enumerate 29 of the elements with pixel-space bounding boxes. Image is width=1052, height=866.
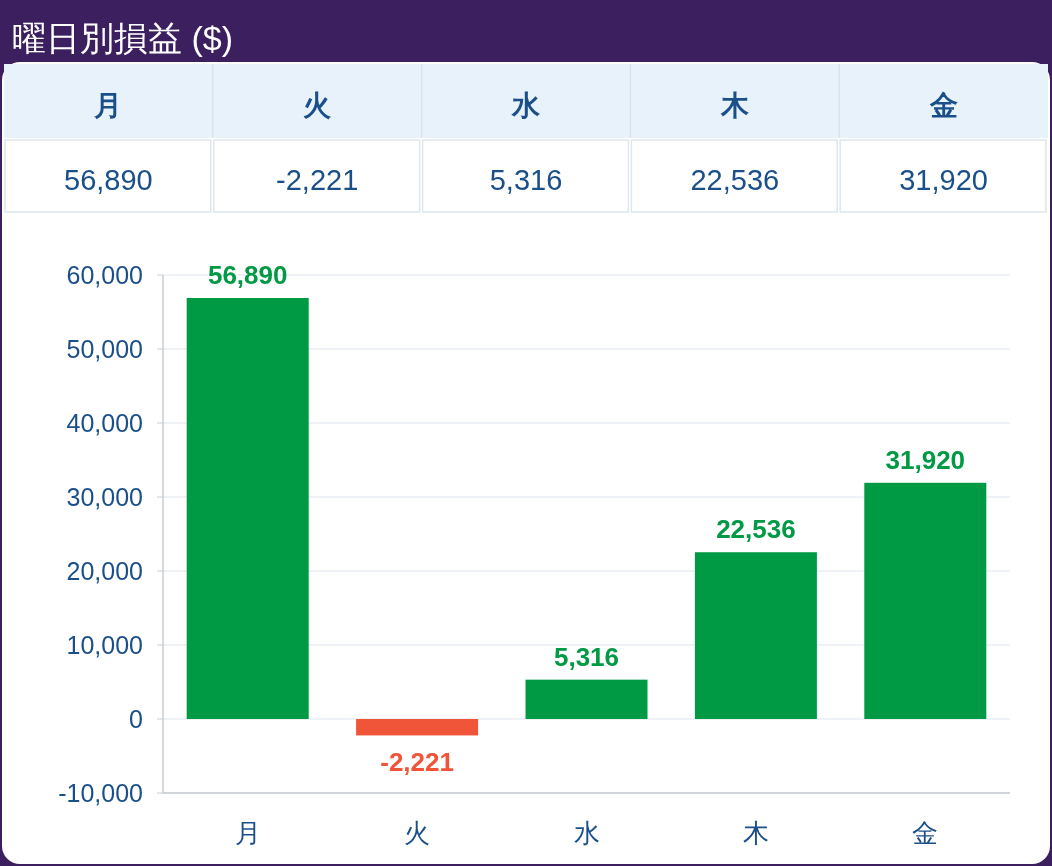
chart-title: 曜日別損益 ($) (12, 19, 233, 57)
text: 56,890 (64, 164, 153, 196)
x-tick-label: 木 (742, 818, 769, 848)
y-tick-label: 10,000 (66, 631, 143, 659)
data-label: 22,536 (716, 514, 796, 545)
category-label: 木 (720, 90, 749, 121)
category-label: 火 (303, 90, 332, 121)
y-tick-label: 30,000 (66, 483, 143, 511)
x-tick-label: 金 (912, 818, 939, 848)
category-label: 金 (929, 90, 958, 121)
x-tick-label: 水 (573, 818, 600, 848)
data-label: 56,890 (207, 260, 288, 291)
y-tick-label: -10,000 (58, 779, 143, 807)
category-label: 月 (94, 90, 123, 121)
y-tick-label: 40,000 (66, 409, 143, 437)
y-tick-label: 60,000 (66, 261, 143, 289)
text: 31,920 (899, 164, 988, 196)
data-label: 5,316 (553, 641, 620, 672)
y-tick-label: 50,000 (66, 335, 143, 363)
y-tick-label: 20,000 (66, 557, 143, 585)
category-label: 水 (512, 90, 540, 121)
data-label: -2,221 (380, 747, 454, 778)
data-label: 31,920 (885, 444, 966, 475)
text: 5,316 (489, 164, 563, 196)
x-tick-label: 月 (234, 818, 261, 848)
text: -2,221 (276, 164, 359, 196)
text: 22,536 (690, 164, 780, 196)
x-tick-label: 火 (404, 818, 431, 848)
y-tick-label: 0 (129, 705, 143, 733)
